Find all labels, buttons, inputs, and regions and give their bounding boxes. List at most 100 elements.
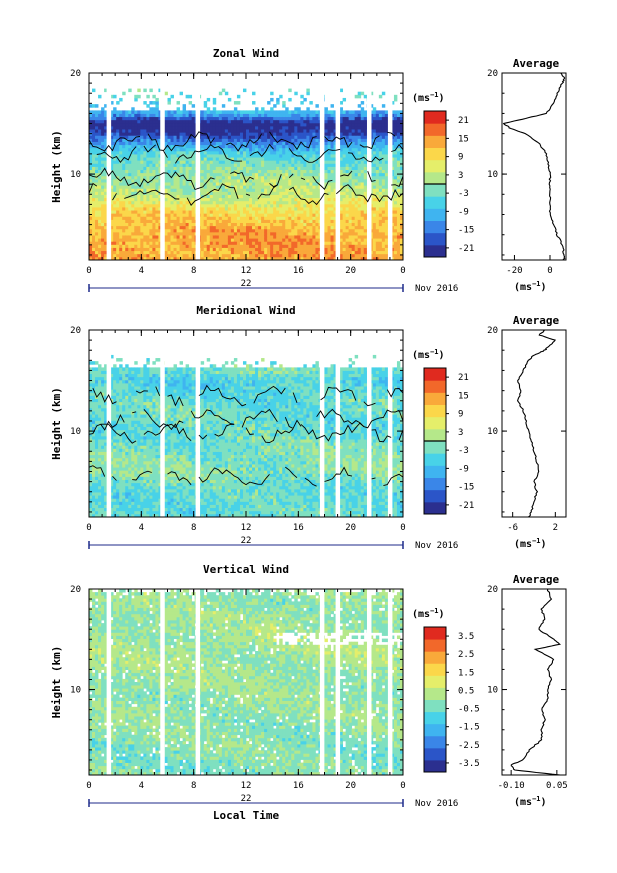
heatmap-cell bbox=[345, 200, 350, 205]
heatmap-cell bbox=[185, 150, 190, 155]
heatmap-cell bbox=[372, 132, 377, 136]
heatmap-cell bbox=[309, 163, 313, 167]
heatmap-cell bbox=[224, 250, 229, 255]
heatmap-cell bbox=[158, 228, 162, 233]
heatmap-cell bbox=[291, 138, 295, 142]
heatmap-cell bbox=[239, 244, 244, 248]
heatmap-cell bbox=[134, 150, 138, 155]
heatmap-cell bbox=[176, 110, 180, 114]
heatmap-cell bbox=[131, 197, 135, 202]
heatmap-cell bbox=[215, 116, 220, 121]
heatmap-cell bbox=[212, 154, 217, 158]
heatmap-cell bbox=[267, 182, 271, 186]
heatmap-cell bbox=[209, 163, 214, 167]
heatmap-cell bbox=[297, 122, 301, 127]
heatmap-cell bbox=[227, 238, 232, 242]
heatmap-cell bbox=[264, 175, 268, 180]
heatmap-cell bbox=[134, 241, 138, 245]
heatmap-cell bbox=[164, 122, 168, 127]
heatmap-cell bbox=[113, 207, 117, 211]
heatmap-cell bbox=[330, 207, 334, 211]
heatmap-cell bbox=[152, 219, 156, 223]
heatmap-cell bbox=[242, 135, 247, 139]
heatmap-cell bbox=[306, 194, 310, 199]
heatmap-cell bbox=[110, 250, 114, 255]
heatmap-cell bbox=[378, 116, 383, 121]
heatmap-cell bbox=[224, 241, 229, 245]
heatmap-cell bbox=[360, 216, 365, 220]
heatmap-cell bbox=[315, 125, 319, 130]
heatmap-cell bbox=[101, 172, 105, 177]
heatmap-cell bbox=[230, 163, 235, 167]
heatmap-cell bbox=[357, 231, 362, 236]
heatmap-cell bbox=[306, 235, 310, 239]
heatmap-cell bbox=[185, 238, 190, 242]
heatmap-cell bbox=[315, 231, 319, 236]
heatmap-cell bbox=[258, 132, 262, 136]
heatmap-cell bbox=[104, 175, 108, 180]
heatmap-cell bbox=[270, 116, 274, 121]
heatmap-cell bbox=[182, 175, 187, 180]
heatmap-cell bbox=[152, 228, 156, 233]
heatmap-cell bbox=[206, 253, 211, 258]
heatmap-cell bbox=[279, 166, 283, 171]
heatmap-cell bbox=[267, 101, 271, 105]
heatmap-cell bbox=[390, 188, 395, 192]
heatmap-cell bbox=[372, 244, 377, 248]
heatmap-cell bbox=[113, 110, 117, 114]
heatmap-cell bbox=[164, 185, 168, 189]
heatmap-cell bbox=[125, 244, 129, 248]
heatmap-cell bbox=[188, 160, 193, 164]
heatmap-cell bbox=[230, 219, 235, 223]
heatmap-cell bbox=[188, 132, 193, 136]
heatmap-cell bbox=[233, 182, 238, 186]
heatmap-cell bbox=[315, 178, 319, 183]
heatmap-cell bbox=[92, 166, 96, 171]
heatmap-cell bbox=[125, 203, 129, 208]
heatmap-cell bbox=[333, 175, 337, 180]
heatmap-cell bbox=[258, 166, 262, 171]
heatmap-cell bbox=[291, 129, 295, 133]
heatmap-cell bbox=[393, 200, 398, 205]
heatmap-cell bbox=[261, 197, 265, 202]
heatmap-cell bbox=[393, 216, 398, 220]
heatmap-cell bbox=[119, 185, 123, 189]
heatmap-cell bbox=[95, 178, 99, 183]
heatmap-cell bbox=[315, 166, 319, 171]
heatmap-cell bbox=[372, 250, 377, 255]
heatmap-cell bbox=[119, 244, 123, 248]
heatmap-cell bbox=[185, 110, 190, 114]
heatmap-cell bbox=[239, 197, 244, 202]
heatmap-cell bbox=[270, 97, 274, 102]
heatmap-cell bbox=[285, 138, 289, 142]
heatmap-cell bbox=[110, 175, 114, 180]
heatmap-cell bbox=[333, 225, 337, 230]
heatmap-cell bbox=[354, 231, 359, 236]
heatmap-cell bbox=[312, 150, 316, 155]
heatmap-cell bbox=[390, 138, 395, 142]
heatmap-cell bbox=[131, 231, 135, 236]
heatmap-cell bbox=[182, 132, 187, 136]
heatmap-cell bbox=[119, 147, 123, 152]
heatmap-cell bbox=[188, 216, 193, 220]
heatmap-cell bbox=[327, 188, 331, 192]
heatmap-cell bbox=[312, 244, 316, 248]
heatmap-cell bbox=[300, 129, 304, 133]
heatmap-cell bbox=[306, 129, 310, 133]
heatmap-cell bbox=[236, 244, 241, 248]
heatmap-cell bbox=[131, 241, 135, 245]
heatmap-cell bbox=[327, 110, 331, 114]
heatmap-cell bbox=[285, 256, 289, 261]
heatmap-cell bbox=[188, 119, 193, 124]
heatmap-cell bbox=[110, 125, 114, 130]
heatmap-cell bbox=[92, 147, 96, 152]
heatmap-cell bbox=[173, 119, 177, 124]
heatmap-cell bbox=[339, 138, 344, 142]
heatmap-cell bbox=[252, 213, 256, 217]
heatmap-cell bbox=[110, 113, 114, 118]
heatmap-cell bbox=[218, 222, 223, 227]
heatmap-cell bbox=[134, 154, 138, 158]
heatmap-cell bbox=[236, 113, 241, 118]
heatmap-cell bbox=[146, 104, 150, 108]
heatmap-cell bbox=[176, 163, 180, 167]
